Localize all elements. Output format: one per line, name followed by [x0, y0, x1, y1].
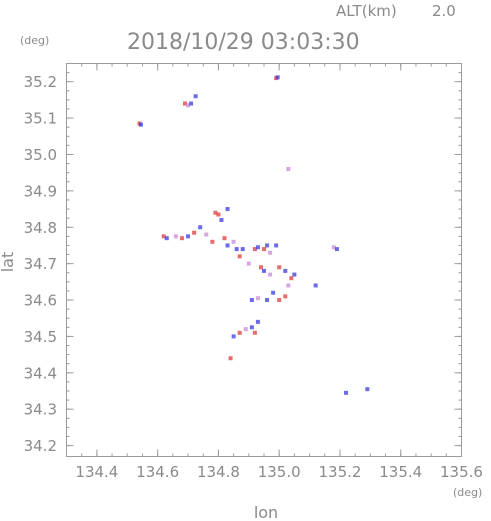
data-point — [262, 268, 266, 273]
y-tick-label: 34.5 — [24, 328, 57, 346]
data-point — [275, 75, 280, 80]
data-point — [237, 330, 242, 335]
y-tick-labels: 34.2 34.3 34.4 34.5 34.6 34.7 34.8 34.9 35.0 35.1… — [24, 73, 57, 455]
data-point — [189, 101, 194, 106]
data-point — [246, 261, 251, 266]
data-point — [179, 236, 184, 241]
y-tick-label: 34.6 — [24, 292, 57, 310]
chart-title: 2018/10/29 03:03:30 — [127, 30, 360, 55]
data-point — [271, 290, 276, 295]
data-point — [258, 265, 263, 270]
data-point — [286, 283, 291, 288]
data-point — [240, 247, 245, 252]
data-point — [161, 234, 166, 239]
data-point — [249, 298, 254, 303]
axis-ticks — [66, 63, 462, 457]
data-point — [243, 327, 248, 332]
data-point — [268, 272, 273, 277]
data-point — [255, 245, 260, 250]
data-point — [274, 243, 279, 248]
x-axis-title: lon — [254, 503, 278, 521]
data-point — [228, 356, 233, 361]
data-point — [255, 296, 260, 301]
plot-area — [66, 63, 462, 457]
y-unit-label: (deg) — [20, 34, 49, 47]
data-point — [192, 230, 197, 235]
x-tick-label: 134.8 — [197, 463, 240, 481]
data-point — [344, 390, 349, 395]
data-point — [204, 232, 209, 237]
data-point — [173, 234, 178, 239]
y-axis-title: lat — [0, 252, 17, 273]
x-tick-label: 135.4 — [379, 463, 422, 481]
data-point — [186, 234, 191, 239]
data-point — [225, 243, 230, 248]
data-point — [249, 325, 254, 330]
x-tick-labels: 134.4 134.6 134.8 135.0 135.2 135.4 135.6 — [75, 463, 483, 481]
data-point — [219, 217, 224, 222]
data-point — [213, 210, 218, 215]
data-point — [334, 247, 339, 252]
data-point — [283, 294, 288, 299]
data-point — [277, 298, 282, 303]
data-point — [231, 334, 236, 339]
data-point — [164, 236, 169, 241]
y-tick-label: 34.8 — [24, 219, 57, 237]
data-point — [262, 247, 266, 252]
data-point — [265, 243, 270, 248]
data-point — [222, 236, 227, 241]
x-tick-label: 134.4 — [75, 463, 118, 481]
data-point — [198, 225, 203, 230]
y-tick-label: 34.3 — [24, 401, 57, 419]
x-unit-label: (deg) — [453, 486, 482, 499]
data-point — [292, 272, 297, 277]
data-point — [183, 101, 187, 106]
y-tick-label: 35.0 — [24, 146, 57, 164]
y-tick-label: 35.2 — [24, 73, 57, 91]
data-point — [225, 207, 230, 212]
data-point — [283, 268, 288, 273]
data-point — [331, 245, 336, 250]
data-point — [231, 239, 236, 244]
y-tick-label: 34.9 — [24, 182, 57, 200]
data-point — [186, 103, 191, 108]
data-point — [138, 122, 143, 127]
data-point — [365, 387, 370, 392]
data-point — [289, 276, 294, 281]
y-tick-label: 35.1 — [24, 110, 57, 128]
data-point — [237, 254, 242, 259]
x-tick-label: 135.2 — [318, 463, 361, 481]
data-point — [252, 247, 257, 252]
data-point — [234, 247, 239, 252]
x-tick-label: 135.6 — [440, 463, 483, 481]
data-point — [265, 298, 270, 303]
data-point — [313, 283, 318, 288]
x-tick-label: 134.6 — [136, 463, 179, 481]
y-tick-label: 34.2 — [24, 437, 57, 455]
y-tick-label: 34.7 — [24, 255, 57, 273]
x-tick-label: 135.0 — [258, 463, 301, 481]
data-points — [137, 75, 370, 395]
data-point — [286, 167, 291, 172]
data-point — [193, 94, 198, 99]
data-point — [210, 239, 215, 244]
altitude-value: 2.0 — [432, 2, 456, 20]
y-tick-label: 34.4 — [24, 364, 57, 382]
data-point — [268, 250, 273, 255]
data-point — [277, 265, 282, 270]
data-point — [216, 212, 221, 217]
altitude-label: ALT(km) — [336, 2, 397, 20]
data-point — [252, 330, 257, 335]
data-point — [255, 319, 260, 324]
